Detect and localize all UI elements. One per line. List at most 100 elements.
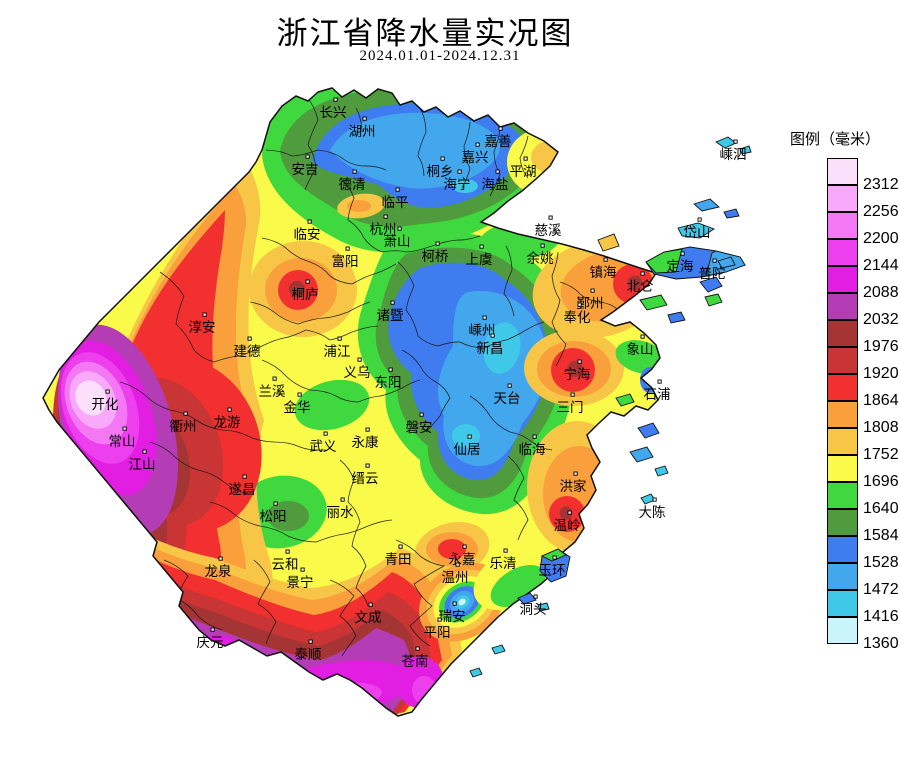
island-xiangshan-e3 bbox=[654, 465, 669, 477]
city-marker bbox=[218, 556, 223, 561]
city-label: 常山 bbox=[109, 434, 136, 449]
legend-value: 1864 bbox=[863, 392, 899, 409]
city-marker bbox=[210, 627, 215, 632]
city-label: 临安 bbox=[294, 227, 321, 242]
city-marker bbox=[498, 126, 503, 131]
city-marker bbox=[640, 271, 645, 276]
city-marker bbox=[640, 334, 645, 339]
city-label: 北仑 bbox=[627, 279, 655, 294]
city-marker bbox=[712, 258, 717, 263]
county-boundary-line bbox=[551, 251, 567, 367]
city-label: 温州 bbox=[442, 570, 469, 585]
city-marker bbox=[577, 302, 582, 307]
city-marker bbox=[552, 555, 557, 560]
city-marker bbox=[337, 336, 342, 341]
city-label: 诸暨 bbox=[377, 308, 404, 323]
county-boundary-line bbox=[261, 237, 397, 285]
contour-tonglu-maroon bbox=[289, 281, 305, 297]
legend-swatch-1696 bbox=[827, 455, 858, 482]
county-boundary-line bbox=[304, 95, 319, 191]
city-marker bbox=[495, 169, 500, 174]
city-label: 大陈 bbox=[639, 504, 667, 520]
island-putuo-c bbox=[704, 293, 723, 307]
city-label: 衢州 bbox=[170, 418, 197, 434]
city-label: 平阳 bbox=[424, 625, 451, 640]
county-boundary-line bbox=[469, 395, 553, 451]
city-label: 温岭 bbox=[554, 518, 581, 533]
legend-value: 2088 bbox=[863, 284, 899, 301]
city-label: 庆元 bbox=[197, 635, 224, 650]
legend-title: 图例（毫米） bbox=[789, 131, 880, 148]
city-label: 缙云 bbox=[352, 471, 379, 486]
legend-swatch-1472 bbox=[827, 563, 858, 590]
city-label: 萧山 bbox=[384, 234, 411, 249]
city-label: 兰溪 bbox=[259, 384, 286, 399]
city-marker bbox=[657, 379, 662, 384]
city-label: 平湖 bbox=[510, 164, 537, 179]
city-marker bbox=[390, 300, 395, 305]
page-subtitle: 2024.01.01-2024.12.31 bbox=[359, 48, 521, 64]
legend-value: 2032 bbox=[863, 311, 899, 328]
city-marker bbox=[475, 142, 480, 147]
city-label: 定海 bbox=[667, 259, 694, 274]
legend-value: 1976 bbox=[863, 338, 899, 355]
city-marker bbox=[273, 501, 278, 506]
city-marker bbox=[652, 497, 657, 502]
legend-value: 2144 bbox=[863, 257, 899, 274]
city-marker bbox=[122, 426, 127, 431]
city-marker bbox=[533, 594, 538, 599]
city-label: 金华 bbox=[284, 400, 311, 415]
city-label: 杭州 bbox=[370, 222, 397, 237]
contour-xiangshan-lightblue bbox=[645, 373, 655, 387]
city-label: 宁海 bbox=[564, 366, 591, 382]
city-label: 云和 bbox=[272, 557, 299, 572]
city-marker bbox=[603, 257, 608, 262]
county-boundary-line bbox=[489, 127, 501, 197]
city-marker bbox=[567, 510, 572, 515]
city-label: 遂昌 bbox=[229, 482, 256, 497]
city-label: 海宁 bbox=[444, 176, 471, 192]
legend-value: 2312 bbox=[863, 176, 899, 193]
city-label: 东阳 bbox=[375, 375, 402, 390]
city-label: 桐乡 bbox=[427, 164, 454, 179]
city-marker bbox=[247, 336, 252, 341]
city-marker bbox=[437, 617, 442, 622]
city-label: 湖州 bbox=[349, 124, 376, 139]
city-marker bbox=[482, 315, 487, 320]
legend-value: 1808 bbox=[863, 419, 899, 436]
city-label: 永康 bbox=[352, 434, 379, 450]
contour-center-cyan2 bbox=[452, 424, 480, 448]
city-marker bbox=[697, 217, 702, 222]
city-label: 苍南 bbox=[402, 654, 429, 669]
island-daishan bbox=[677, 222, 715, 239]
city-marker bbox=[590, 288, 595, 293]
county-boundary-line bbox=[119, 381, 327, 451]
legend-swatch-1640 bbox=[827, 482, 858, 509]
city-marker bbox=[440, 156, 445, 161]
city-label: 镇海 bbox=[590, 265, 617, 280]
city-marker bbox=[307, 219, 312, 224]
legend-swatch-2144 bbox=[827, 239, 858, 266]
city-label: 洞头 bbox=[520, 602, 547, 617]
island-liuheng-b bbox=[667, 311, 686, 324]
city-label: 洪家 bbox=[560, 478, 588, 494]
island-xiangshan-e1 bbox=[637, 422, 660, 439]
island-beiji bbox=[491, 644, 506, 655]
city-label: 鄞州 bbox=[577, 296, 604, 311]
city-marker bbox=[457, 169, 462, 174]
island-qushan bbox=[693, 198, 720, 212]
city-label: 临平 bbox=[382, 195, 409, 210]
island-liuheng-a bbox=[639, 294, 668, 311]
contour-qingyuan-magenta bbox=[182, 653, 222, 675]
island-jintang bbox=[597, 233, 620, 252]
island-zhoushan-west bbox=[645, 248, 683, 274]
county-boundary-line bbox=[329, 579, 357, 657]
city-marker bbox=[462, 544, 467, 549]
city-label: 义乌 bbox=[344, 365, 371, 380]
city-label: 玉环 bbox=[539, 563, 566, 578]
city-label: 松阳 bbox=[260, 509, 287, 524]
city-label: 奉化 bbox=[564, 310, 591, 325]
city-label: 磐安 bbox=[406, 420, 433, 435]
legend-value: 2256 bbox=[863, 203, 899, 220]
